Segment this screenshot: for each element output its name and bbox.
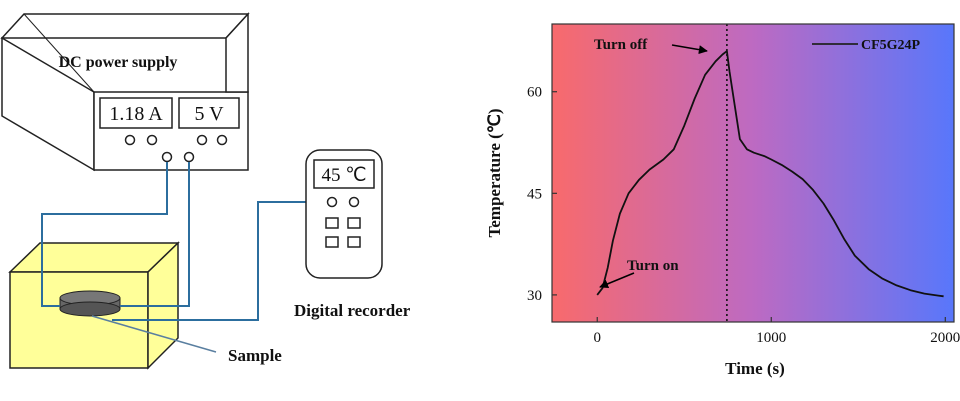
wire-power-positive bbox=[120, 162, 190, 307]
current-display: 1.18 A bbox=[109, 103, 163, 125]
power-knob bbox=[124, 134, 136, 146]
recorder-label: Digital recorder bbox=[294, 301, 411, 320]
power-supply-right bbox=[225, 12, 249, 93]
series-line-cf5g24p bbox=[596, 50, 944, 298]
legend-label: CF5G24P bbox=[861, 38, 921, 53]
axis-ticks: 0 1000 2000 30 45 60 bbox=[527, 85, 960, 346]
power-knob bbox=[196, 134, 208, 146]
recorder-display-frame bbox=[313, 159, 375, 189]
y-tick-label: 60 bbox=[527, 85, 542, 101]
voltage-display-frame bbox=[178, 97, 240, 129]
recorder-button bbox=[325, 236, 339, 248]
current-display-frame bbox=[99, 97, 173, 129]
wire-recorder bbox=[112, 201, 330, 321]
plot-background bbox=[552, 24, 954, 322]
power-knob bbox=[146, 134, 158, 146]
x-tick-label: 2000 bbox=[930, 330, 960, 346]
digital-recorder: 45 ℃ bbox=[305, 149, 383, 279]
annotation-turn-off-arrow bbox=[671, 44, 708, 55]
recorder-button bbox=[325, 217, 339, 229]
power-supply: DC power supply 1.18 A 5 V bbox=[0, 12, 250, 172]
series-layer bbox=[596, 50, 944, 298]
temperature-chart: 0 1000 2000 30 45 60 CF5G24P Turn off Turn on… bbox=[485, 23, 960, 378]
recorder-button bbox=[347, 217, 361, 229]
annotation-turn-off: Turn off bbox=[594, 37, 648, 53]
power-supply-label: DC power supply bbox=[59, 54, 178, 71]
wire-power-negative bbox=[41, 162, 168, 307]
power-terminal bbox=[161, 151, 173, 163]
x-tick-label: 0 bbox=[593, 330, 601, 346]
sample-label: Sample bbox=[228, 346, 282, 365]
wires bbox=[41, 162, 330, 321]
recorder-port bbox=[326, 196, 338, 208]
power-supply-top bbox=[0, 13, 250, 39]
legend: CF5G24P bbox=[812, 38, 921, 53]
power-knob bbox=[216, 134, 228, 146]
annotation-turn-on-arrow bbox=[599, 272, 635, 289]
recorder-port bbox=[348, 196, 360, 208]
sample-chamber bbox=[8, 241, 180, 370]
y-tick-label: 45 bbox=[527, 186, 542, 202]
recorder-display: 45 ℃ bbox=[321, 165, 366, 186]
plot-frame bbox=[551, 23, 955, 323]
recorder-button bbox=[347, 236, 361, 248]
sample-disk-bottom bbox=[59, 301, 121, 317]
x-tick-label: 1000 bbox=[756, 330, 786, 346]
sample-pointer bbox=[91, 315, 217, 353]
y-tick-label: 30 bbox=[527, 288, 542, 304]
setup-diagram: DC power supply 1.18 A 5 V bbox=[0, 12, 411, 370]
power-terminal bbox=[183, 151, 195, 163]
voltage-display: 5 V bbox=[194, 103, 224, 125]
y-axis-label: Temperature (℃) bbox=[485, 108, 504, 237]
annotation-turn-on: Turn on bbox=[627, 258, 679, 274]
x-axis-label: Time (s) bbox=[725, 359, 785, 378]
